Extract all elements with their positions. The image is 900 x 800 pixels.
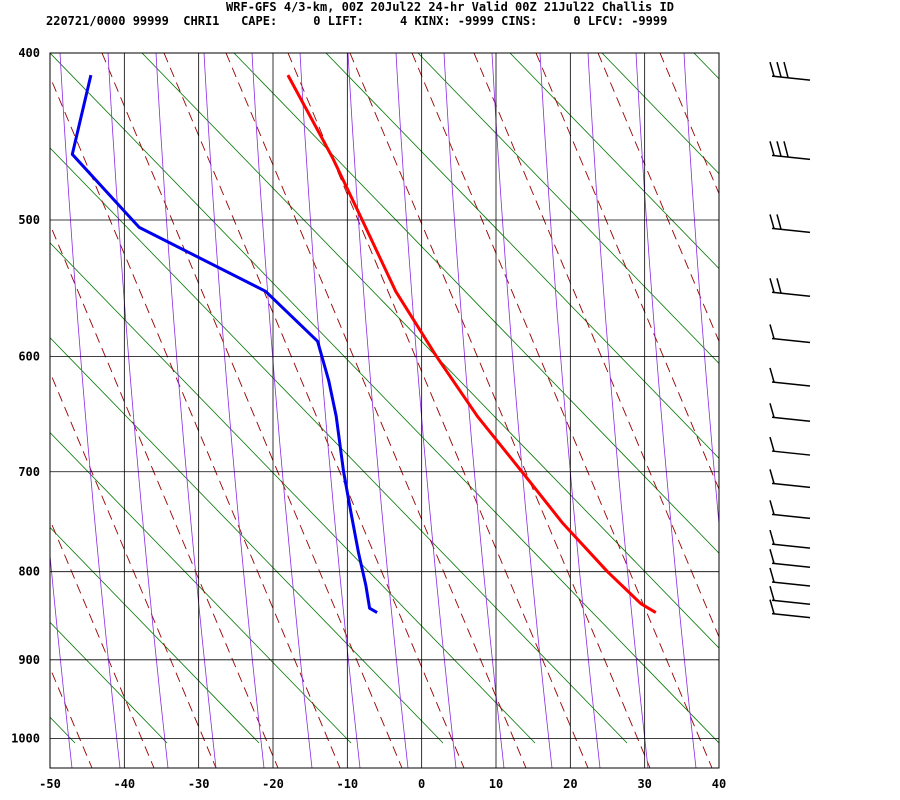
moist-adiabat-line <box>635 53 697 768</box>
y-tick-label: 700 <box>18 465 40 479</box>
isotherm-line <box>50 337 444 744</box>
x-tick-label: -20 <box>262 777 284 791</box>
dry-adiabat-line <box>349 53 651 768</box>
dry-adiabat-line <box>535 53 719 491</box>
sounding-info-line: 220721/0000 99999 CHRI1 CAPE: 0 LIFT: 4 … <box>46 14 668 28</box>
moist-adiabat-line <box>107 53 169 768</box>
wind-barb <box>769 214 811 234</box>
dry-adiabat-line <box>722 53 900 768</box>
wind-barb <box>769 500 811 520</box>
wind-barb <box>769 436 811 456</box>
chart-title: WRF-GFS 4/3-km, 00Z 20Jul22 24-hr Valid … <box>226 0 674 14</box>
moist-adiabat-line <box>780 53 840 768</box>
wind-barb <box>769 61 811 81</box>
isotherm-line <box>50 431 352 744</box>
y-tick-label: 900 <box>18 653 40 667</box>
wind-barb <box>769 469 811 489</box>
dry-adiabat-line <box>659 53 719 195</box>
moist-adiabat-line <box>539 53 601 768</box>
wind-barb <box>769 529 811 549</box>
dry-adiabat-line <box>101 53 403 768</box>
y-tick-label: 600 <box>18 349 40 363</box>
moist-adiabat-line <box>732 53 792 768</box>
isotherm-line <box>417 53 719 365</box>
dry-adiabat-line <box>411 53 713 768</box>
isotherm-line <box>50 242 536 744</box>
dewpoint-profile-line <box>70 74 378 614</box>
wind-barb <box>769 278 811 298</box>
dry-adiabat-line <box>225 53 527 768</box>
wind-barb <box>769 599 811 619</box>
isotherm-line <box>50 716 76 744</box>
plot-frame <box>49 52 720 769</box>
wind-barbs <box>769 61 811 619</box>
moist-adiabat-line <box>683 53 719 528</box>
sounding-curves <box>70 74 657 614</box>
moist-adiabat-line <box>155 53 217 768</box>
plot-grid <box>49 52 720 769</box>
moist-adiabat-line <box>395 53 457 768</box>
dry-adiabat-line <box>50 223 279 768</box>
isotherm-line <box>233 53 719 554</box>
x-tick-label: -10 <box>336 777 358 791</box>
dry-adiabat-line <box>50 518 155 768</box>
isotherm-line <box>50 53 719 744</box>
wind-barb <box>769 567 811 587</box>
x-axis-ticks: -50 -40 -30 -20 -10 0 10 20 30 40 <box>39 777 726 791</box>
isotherm-line <box>141 53 719 649</box>
isotherm-line <box>878 53 900 743</box>
dry-adiabat-line <box>473 53 719 639</box>
x-tick-label: 20 <box>563 777 577 791</box>
wind-barb <box>769 367 811 387</box>
y-tick-label: 400 <box>18 46 40 60</box>
x-tick-label: -30 <box>188 777 210 791</box>
wind-barb <box>769 141 811 161</box>
y-axis-ticks: 400 500 600 700 800 900 1000 <box>11 46 40 746</box>
dry-adiabat-line <box>597 53 719 343</box>
adiabat-background <box>50 53 900 768</box>
y-tick-label: 800 <box>18 565 40 579</box>
isotherm-line <box>786 53 900 743</box>
x-tick-label: 40 <box>712 777 726 791</box>
x-tick-label: 30 <box>637 777 651 791</box>
isotherm-line <box>325 53 719 459</box>
moist-adiabat-line <box>50 551 73 768</box>
dry-adiabat-line <box>163 53 465 768</box>
x-tick-label: 10 <box>489 777 503 791</box>
dry-adiabat-line <box>50 371 217 768</box>
wind-barb <box>769 403 811 423</box>
x-tick-label: -40 <box>113 777 135 791</box>
moist-adiabat-line <box>491 53 553 768</box>
moist-adiabat-line <box>347 53 409 768</box>
dry-adiabat-line <box>784 53 900 768</box>
isotherm-line <box>50 147 628 744</box>
x-tick-label: -50 <box>39 777 61 791</box>
wind-barb <box>769 324 811 344</box>
moist-adiabat-line <box>587 53 649 768</box>
isotherm-line <box>50 526 260 744</box>
y-tick-label: 1000 <box>11 732 40 746</box>
dry-adiabat-line <box>846 53 900 768</box>
x-tick-label: 0 <box>418 777 425 791</box>
moist-adiabat-line <box>299 53 361 768</box>
isotherm-line <box>509 53 719 270</box>
moist-adiabat-line <box>443 53 505 768</box>
isotherm-line <box>693 53 719 80</box>
y-tick-label: 500 <box>18 213 40 227</box>
isotherm-line <box>601 53 719 175</box>
isotherm-line <box>50 621 168 744</box>
wind-barb <box>769 549 811 569</box>
moist-adiabat-line <box>203 53 265 768</box>
moist-adiabat-line <box>251 53 313 768</box>
wind-barb <box>769 586 811 605</box>
moist-adiabat-line <box>59 53 121 768</box>
temperature-profile-line <box>286 74 657 614</box>
